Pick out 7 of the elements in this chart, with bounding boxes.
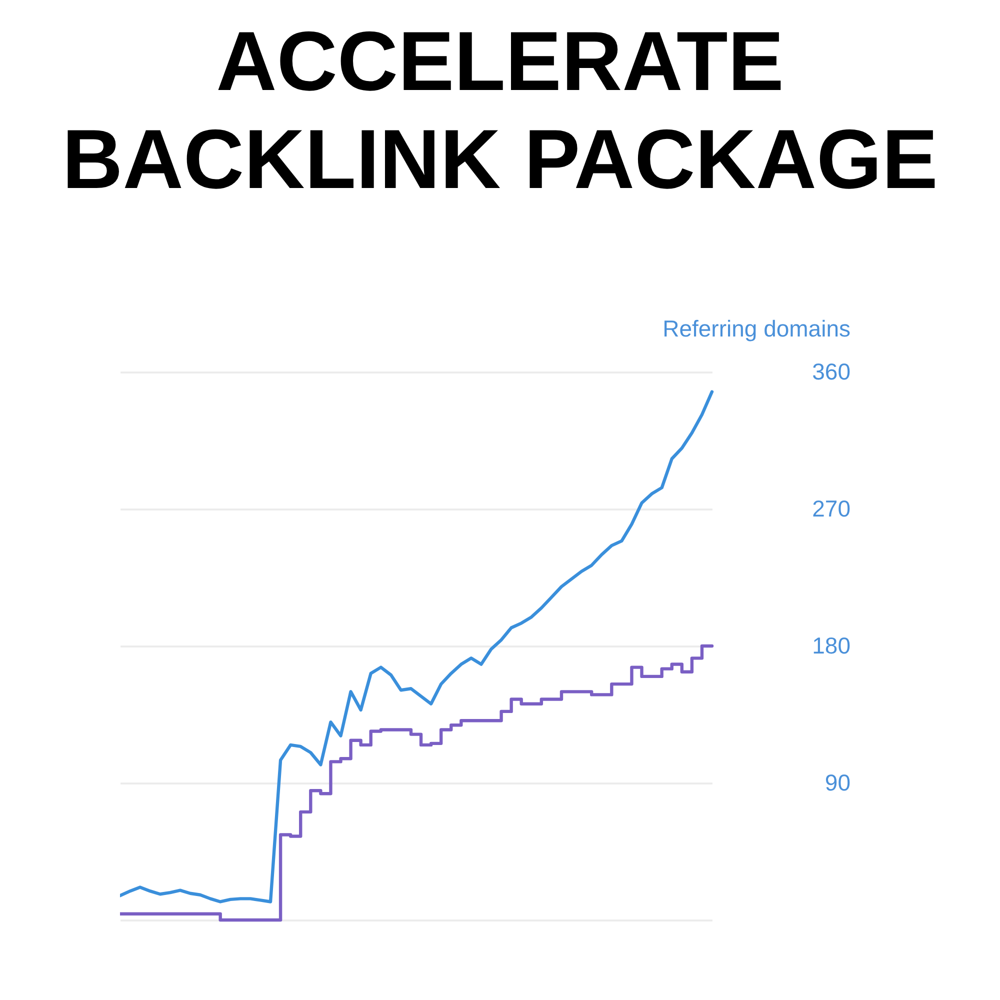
y-axis-title: Referring domains: [662, 316, 850, 342]
line-series: [120, 390, 714, 904]
y-tick-label: 90: [824, 770, 850, 796]
y-tick-label: 270: [812, 496, 850, 522]
y-tick-label: 360: [812, 358, 850, 384]
chart-title: ACCELERATE BACKLINK PACKAGE: [61, 13, 939, 208]
y-tick-label: 180: [812, 632, 850, 658]
